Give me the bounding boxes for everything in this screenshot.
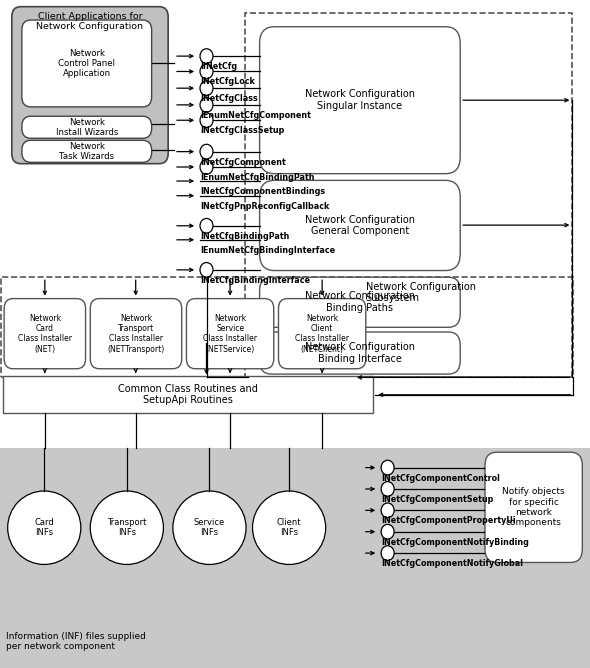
Circle shape — [200, 64, 213, 79]
Text: Network
Install Wizards: Network Install Wizards — [55, 118, 118, 137]
Text: Network
Card
Class Installer
(NET): Network Card Class Installer (NET) — [18, 313, 72, 354]
Text: Network
Client
Class Installer
(NETClient): Network Client Class Installer (NETClien… — [295, 313, 349, 354]
Circle shape — [200, 113, 213, 128]
Bar — [3, 376, 373, 413]
FancyBboxPatch shape — [90, 299, 182, 369]
Text: Common Class Routines and
SetupApi Routines: Common Class Routines and SetupApi Routi… — [118, 383, 258, 405]
Text: INetCfgComponentPropertyUi: INetCfgComponentPropertyUi — [381, 516, 516, 525]
FancyBboxPatch shape — [485, 452, 582, 562]
Text: INetCfgComponentNotifyGlobal: INetCfgComponentNotifyGlobal — [381, 559, 523, 568]
Circle shape — [200, 98, 213, 112]
Circle shape — [200, 81, 213, 96]
Circle shape — [200, 160, 213, 174]
Text: INetCfgComponentControl: INetCfgComponentControl — [381, 474, 500, 482]
Text: Network
Service
Class Installer
(NETService): Network Service Class Installer (NETServ… — [203, 313, 257, 354]
Circle shape — [200, 49, 213, 63]
FancyBboxPatch shape — [22, 140, 152, 162]
FancyBboxPatch shape — [22, 20, 152, 107]
Text: INetCfgBindingPath: INetCfgBindingPath — [200, 232, 289, 240]
Text: Network Configuration
Subsystem: Network Configuration Subsystem — [366, 282, 476, 303]
Text: Client Applications for
Network Configuration: Client Applications for Network Configur… — [37, 12, 143, 31]
Text: INetCfgLock: INetCfgLock — [200, 77, 255, 86]
FancyBboxPatch shape — [4, 299, 86, 369]
Circle shape — [200, 144, 213, 159]
Ellipse shape — [8, 491, 81, 564]
Circle shape — [381, 524, 394, 539]
FancyBboxPatch shape — [22, 116, 152, 138]
Circle shape — [200, 263, 213, 277]
Text: Network
Task Wizards: Network Task Wizards — [59, 142, 114, 161]
Text: Network Configuration
Singular Instance: Network Configuration Singular Instance — [305, 90, 415, 111]
Text: IEnumNetCfgComponent: IEnumNetCfgComponent — [200, 111, 311, 120]
Text: Card
INFs: Card INFs — [34, 518, 54, 538]
Circle shape — [200, 218, 213, 233]
Text: INetCfgBindingInterface: INetCfgBindingInterface — [200, 276, 310, 285]
Text: INetCfgComponentSetup: INetCfgComponentSetup — [381, 495, 493, 504]
FancyBboxPatch shape — [260, 27, 460, 174]
FancyBboxPatch shape — [260, 332, 460, 374]
Text: Transport
INFs: Transport INFs — [107, 518, 146, 538]
FancyBboxPatch shape — [278, 299, 366, 369]
FancyBboxPatch shape — [186, 299, 274, 369]
Text: INetCfgPnpReconfigCallback: INetCfgPnpReconfigCallback — [200, 202, 329, 210]
Text: IINetCfg: IINetCfg — [200, 62, 237, 71]
FancyBboxPatch shape — [12, 7, 168, 164]
Text: Network Configuration
General Component: Network Configuration General Component — [305, 214, 415, 236]
Ellipse shape — [253, 491, 326, 564]
Text: Notify objects
for specific
network
components: Notify objects for specific network comp… — [502, 487, 565, 528]
Text: INetCfgClass: INetCfgClass — [200, 94, 258, 103]
Text: Network
Transport
Class Installer
(NETTransport): Network Transport Class Installer (NETTr… — [107, 313, 165, 354]
Bar — [1, 277, 573, 377]
Circle shape — [381, 460, 394, 475]
Text: INetCfgComponentNotifyBinding: INetCfgComponentNotifyBinding — [381, 538, 529, 546]
Text: INetCfgComponentBindings: INetCfgComponentBindings — [200, 187, 325, 196]
Text: Client
INFs: Client INFs — [277, 518, 301, 538]
Text: INetCfgClassSetup: INetCfgClassSetup — [200, 126, 284, 135]
FancyBboxPatch shape — [260, 277, 460, 327]
Circle shape — [381, 482, 394, 496]
Text: IEnumNetCfgBindingPath: IEnumNetCfgBindingPath — [200, 173, 314, 182]
Text: Network
Control Panel
Application: Network Control Panel Application — [58, 49, 115, 78]
Ellipse shape — [90, 491, 163, 564]
Text: Information (INF) files supplied
per network component: Information (INF) files supplied per net… — [6, 632, 146, 651]
FancyBboxPatch shape — [260, 180, 460, 271]
Text: Network Configuration
Binding Paths: Network Configuration Binding Paths — [305, 291, 415, 313]
Circle shape — [381, 503, 394, 518]
Circle shape — [381, 546, 394, 560]
Text: IEnumNetCfgBindingInterface: IEnumNetCfgBindingInterface — [200, 246, 335, 255]
Bar — [0, 448, 590, 668]
Text: Service
INFs: Service INFs — [194, 518, 225, 538]
Bar — [245, 13, 572, 377]
Text: Network Configuration
Binding Interface: Network Configuration Binding Interface — [305, 342, 415, 364]
Ellipse shape — [173, 491, 246, 564]
Text: INetCfgComponent: INetCfgComponent — [200, 158, 286, 166]
